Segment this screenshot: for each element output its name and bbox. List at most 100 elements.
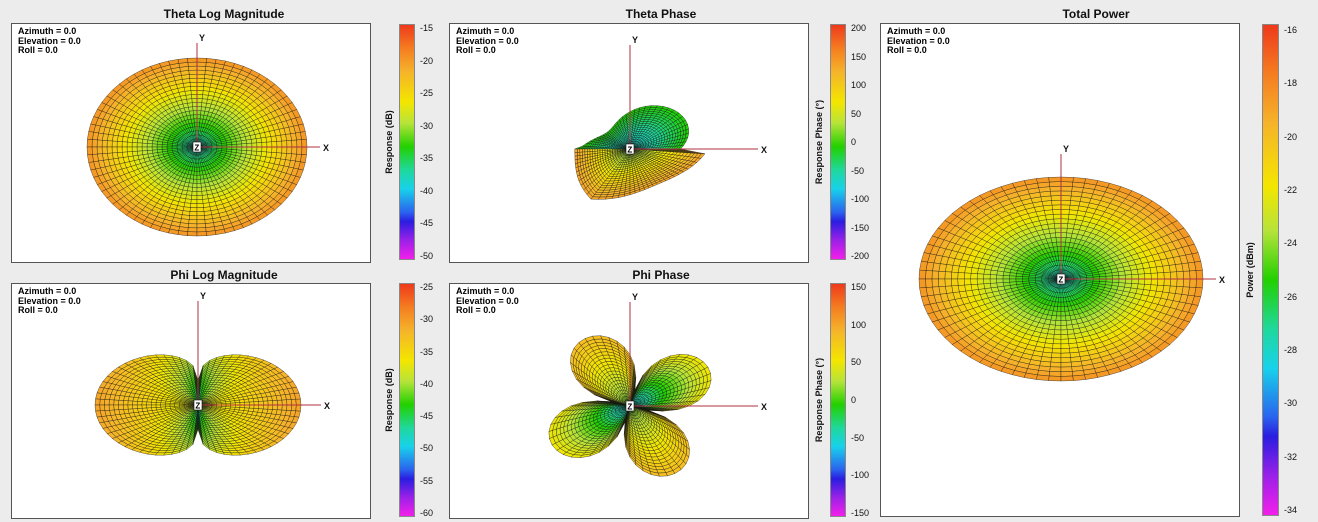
mesh-cell (199, 114, 205, 120)
mesh-cell (281, 146, 288, 154)
mesh-cell (574, 148, 578, 153)
mesh-cell (202, 94, 209, 100)
mesh-cell (241, 150, 248, 155)
mesh-cell (196, 227, 207, 233)
mesh-cell (87, 154, 94, 163)
mesh-cell (589, 148, 593, 152)
mesh-cell (196, 90, 204, 95)
mesh-cell (196, 179, 202, 184)
mesh-cell (141, 139, 149, 144)
surface-mesh (86, 57, 308, 237)
mesh-cell (177, 58, 188, 64)
mesh-cell (190, 199, 198, 204)
mesh-cell (87, 131, 94, 140)
mesh-cell (577, 148, 580, 153)
mesh-cell (106, 146, 113, 154)
mesh-cell (196, 74, 205, 79)
mesh-cell (194, 162, 198, 168)
mesh-cell (196, 207, 205, 212)
colorbar-label: Response Phase (°) (814, 99, 824, 185)
mesh-cell (156, 144, 163, 148)
mesh-cell (104, 399, 110, 406)
mesh-cell (116, 141, 123, 148)
mesh-cell (193, 175, 198, 180)
mesh-cell (192, 187, 198, 192)
colorbar-tick-label: -55 (420, 475, 434, 486)
mesh-cell (276, 140, 283, 148)
mesh-cell (286, 140, 293, 148)
colorbar (399, 283, 415, 517)
mesh-cell (189, 174, 195, 180)
mesh-cell (582, 148, 585, 153)
colorbar-tick-label: -25 (420, 88, 434, 99)
mesh-cell (261, 146, 268, 153)
mesh-cell (296, 146, 303, 155)
mesh-cell (161, 144, 168, 148)
mesh-cell (243, 407, 250, 412)
mesh-cell (184, 90, 192, 96)
mesh-cell (196, 203, 204, 208)
colorbar-ticks: 200 150 100 50 0 -50 -100 -150 -200 (851, 23, 881, 261)
mesh-cell (295, 398, 302, 406)
mesh-cell (196, 191, 203, 196)
mesh-cell (122, 400, 129, 406)
x-axis-label: X (761, 145, 767, 155)
mesh-cell (96, 139, 103, 148)
mesh-cell (160, 402, 166, 406)
colorbar-tick-label: 50 (851, 108, 862, 119)
mesh-cell (131, 137, 139, 143)
mesh-cell (122, 404, 129, 410)
mesh-cell (104, 404, 110, 411)
mesh-cell (190, 203, 198, 208)
mesh-cell (239, 407, 245, 411)
colorbar-tick-label: -40 (420, 185, 434, 196)
colorbar-tick-label: -200 (851, 251, 870, 261)
mesh-cell (255, 151, 263, 157)
mesh-cell (187, 231, 198, 237)
mesh-cell (196, 110, 202, 115)
mesh-cell (191, 191, 198, 196)
z-axis-marker (192, 141, 202, 153)
mesh-cell (196, 106, 202, 111)
panel-title: Phi Phase (632, 268, 690, 282)
radiation-pattern-surface: YXZ (548, 292, 767, 477)
mesh-cell (118, 400, 124, 406)
mesh-cell (111, 140, 118, 148)
mesh-cell (132, 404, 138, 410)
z-axis-label: Z (194, 143, 199, 152)
mesh-cell (266, 141, 273, 148)
mesh-cell (196, 114, 201, 119)
mesh-cell (191, 98, 198, 103)
mesh-cell (101, 146, 108, 154)
mesh-cell (122, 151, 129, 158)
mesh-cell (132, 400, 138, 406)
mesh-cell (191, 195, 198, 200)
mesh-cell (267, 404, 274, 410)
mesh-cell (196, 61, 207, 67)
mesh-cell (187, 186, 193, 192)
colorbar-tick-label: 100 (851, 80, 867, 90)
mesh-cell (136, 401, 143, 406)
mesh-cell (176, 145, 183, 148)
mesh-cell (189, 78, 198, 83)
mesh-cell (597, 196, 607, 200)
mesh-cell (300, 154, 307, 163)
mesh-cell (156, 141, 163, 145)
mesh-cell (189, 82, 198, 87)
mesh-cell (141, 401, 147, 406)
mesh-cell (296, 139, 303, 148)
mesh-cell (200, 110, 206, 116)
mesh-cell (271, 146, 278, 153)
mesh-cell (99, 399, 105, 406)
radiation-pattern-surface: YXZ (94, 291, 330, 456)
x-axis-label: X (323, 143, 329, 153)
mesh-cell (196, 231, 207, 237)
colorbar-tick-label: 0 (851, 137, 857, 147)
mesh-cell (295, 404, 302, 412)
mesh-cell (194, 167, 198, 172)
